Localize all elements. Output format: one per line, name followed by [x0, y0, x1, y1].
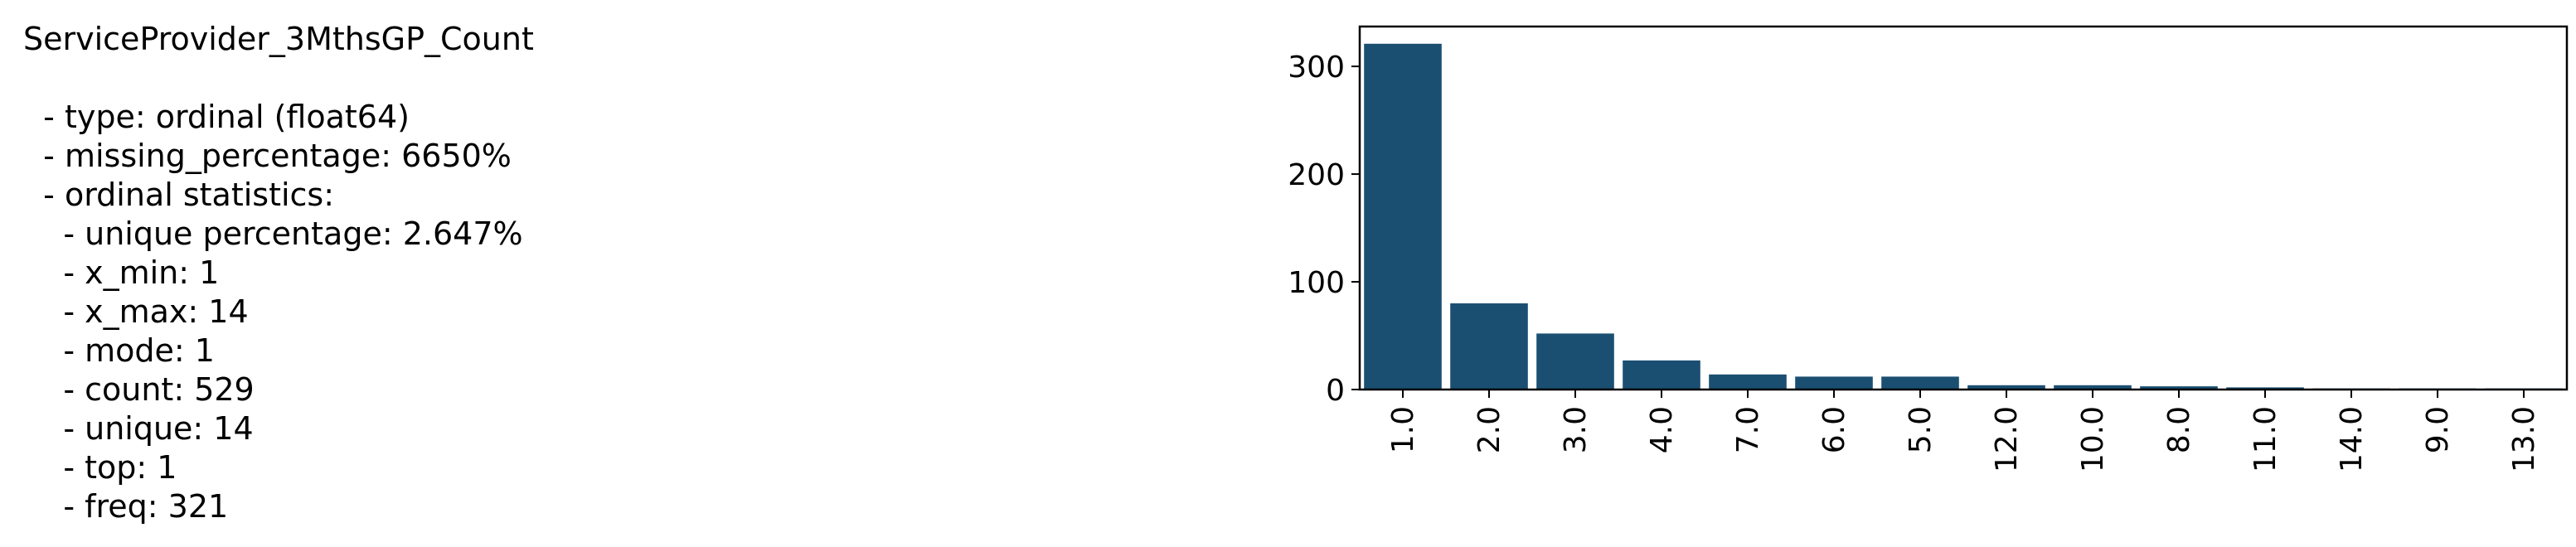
bars-layer [1364, 43, 2563, 390]
stat-missing-percentage: - missing_percentage: 6650% [23, 138, 512, 174]
bar-3.0 [1536, 333, 1614, 390]
x-tick-label: 3.0 [1559, 406, 1593, 453]
x-tick-label: 10.0 [2076, 406, 2110, 472]
column-title: ServiceProvider_3MthsGP_Count [23, 21, 534, 57]
stat-freq: - freq: 321 [23, 488, 229, 525]
stat-x-max: - x_max: 14 [23, 293, 249, 330]
y-tick-label: 100 [1288, 266, 1345, 300]
stat-top: - top: 1 [23, 449, 177, 486]
y-axis-ticks: 0 100 200 300 [1288, 51, 1360, 408]
bar-7.0 [1709, 374, 1787, 390]
x-tick-label: 9.0 [2421, 406, 2455, 453]
plot-frame [1358, 25, 2569, 391]
x-tick-label: 7.0 [1731, 406, 1765, 453]
bar-1.0 [1364, 43, 1442, 390]
stat-mode: - mode: 1 [23, 332, 215, 369]
x-tick-label: 6.0 [1817, 406, 1851, 453]
stat-count: - count: 529 [23, 371, 255, 408]
x-tick-label: 5.0 [1904, 406, 1938, 453]
stat-unique: - unique: 14 [23, 410, 254, 447]
stat-x-min: - x_min: 1 [23, 254, 220, 291]
x-tick-label: 1.0 [1386, 406, 1420, 453]
stat-ordinal-header: - ordinal statistics: [23, 177, 335, 213]
x-axis-ticks: 1.0 2.0 3.0 4.0 7.0 6.0 5.0 12.0 10.0 8.0 11.0 14.0… [1386, 390, 2541, 472]
bar-6.0 [1795, 376, 1873, 390]
x-tick-label: 8.0 [2162, 406, 2196, 453]
bar-4.0 [1623, 360, 1700, 390]
bar-12.0 [1967, 385, 2045, 390]
x-tick-label: 13.0 [2507, 406, 2541, 472]
bar-10.0 [2054, 385, 2132, 390]
bar-5.0 [1881, 376, 1959, 390]
bar-2.0 [1450, 303, 1528, 390]
y-tick-label: 200 [1288, 158, 1345, 192]
bar-8.0 [2140, 386, 2218, 390]
bar-11.0 [2226, 387, 2304, 390]
x-tick-label: 4.0 [1645, 406, 1679, 453]
stat-type: - type: ordinal (float64) [23, 99, 410, 135]
y-tick-label: 300 [1288, 51, 1345, 85]
x-tick-label: 14.0 [2335, 406, 2369, 472]
x-tick-label: 12.0 [1990, 406, 2024, 472]
y-tick-label: 0 [1326, 374, 1345, 408]
stat-unique-percentage: - unique percentage: 2.647% [23, 215, 523, 252]
x-tick-label: 11.0 [2249, 406, 2283, 472]
x-tick-label: 2.0 [1472, 406, 1506, 453]
